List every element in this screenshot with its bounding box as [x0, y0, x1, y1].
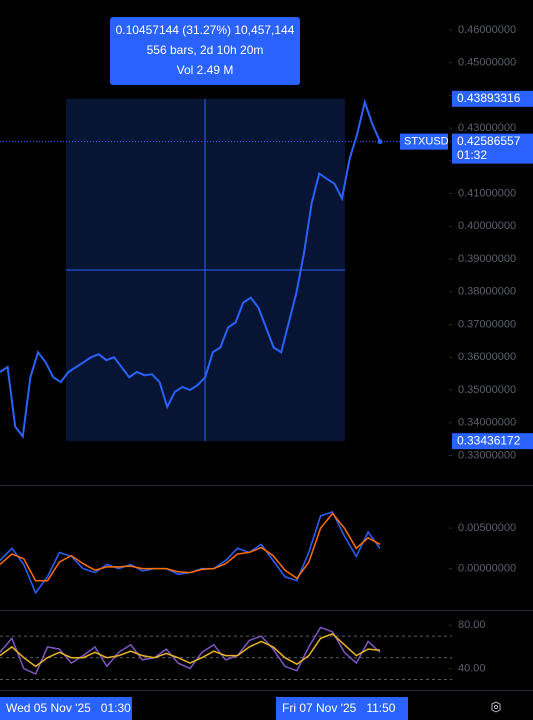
range-tag	[452, 90, 533, 107]
y-tick-label: 0.34000000	[458, 417, 516, 429]
range-tag	[452, 433, 533, 450]
y-tick-label: 0.33000000	[458, 449, 516, 461]
countdown: 01:32	[457, 148, 487, 162]
symbol-label: STXUSD	[404, 136, 449, 148]
y-tick-label: 0.43000000	[458, 122, 516, 134]
range-label: 0.43893316	[457, 91, 521, 105]
y-tick-label: 0.36000000	[458, 351, 516, 363]
data-line	[0, 512, 381, 582]
data-line	[0, 633, 381, 668]
data-line	[0, 98, 381, 440]
y-tick-label: 0.45000000	[458, 57, 516, 69]
time-label: Wed 05 Nov '25 01:30	[6, 701, 131, 715]
range-label: 0.33436172	[457, 433, 521, 447]
y-tick-label: 0.41000000	[458, 187, 516, 199]
y-tick-label: 40.00	[458, 662, 486, 674]
measure-text: 556 bars, 2d 10h 20m	[147, 43, 264, 57]
y-tick-label: 0.37000000	[458, 318, 516, 330]
y-tick-label: 0.00500000	[458, 522, 516, 534]
settings-icon[interactable]	[491, 701, 501, 713]
y-tick-label: 0.38000000	[458, 286, 516, 298]
y-tick-label: 0.40000000	[458, 220, 516, 232]
time-tag	[0, 697, 132, 720]
price-label: 0.42586557	[457, 134, 521, 148]
y-tick-label: 0.46000000	[458, 24, 516, 36]
y-tick-label: 0.35000000	[458, 384, 516, 396]
measure-text: 0.10457144 (31.27%) 10,457,144	[116, 23, 295, 37]
measure-tooltip	[110, 17, 300, 85]
y-tick-label: 80.00	[458, 619, 486, 631]
y-tick-label: 0.00000000	[458, 562, 516, 574]
time-label: Fri 07 Nov '25 11:50	[282, 701, 396, 715]
symbol-tag	[400, 133, 448, 150]
time-tag	[276, 697, 408, 720]
last-price-dot	[377, 139, 383, 145]
y-tick-label: 0.39000000	[458, 253, 516, 265]
measure-text: Vol 2.49 M	[177, 63, 234, 77]
price-tag	[452, 133, 533, 164]
